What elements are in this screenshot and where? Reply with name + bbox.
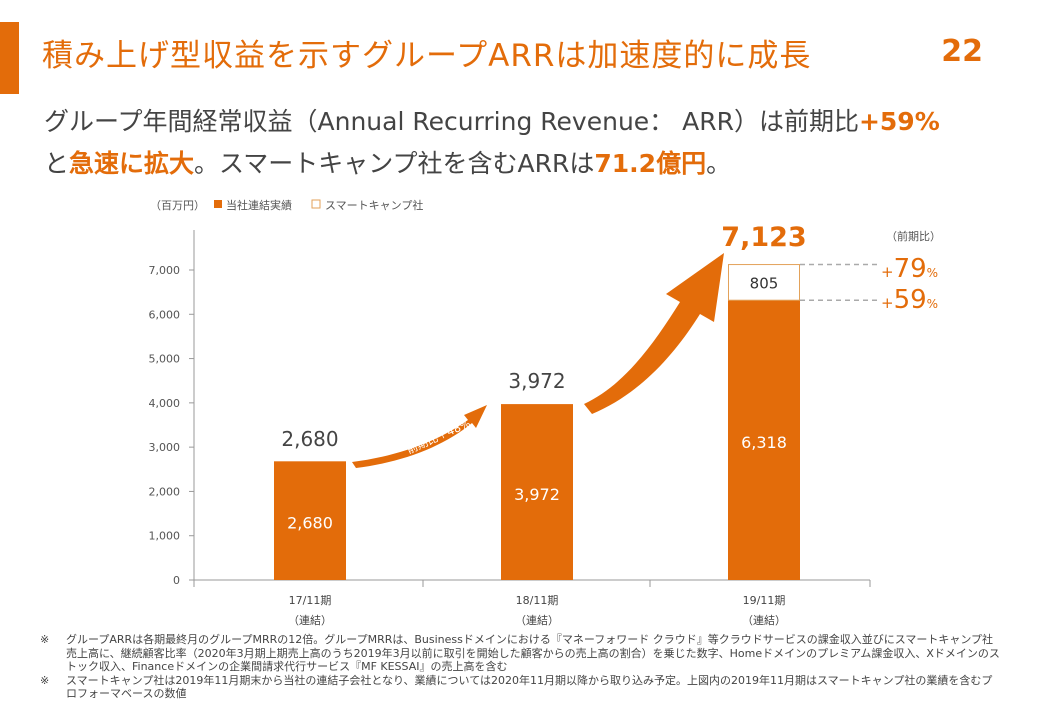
x-tick-sublabel: （連結） — [515, 613, 559, 627]
subtitle-text: と — [44, 149, 70, 178]
total-label: 3,972 — [508, 369, 565, 393]
bar-value-label: 3,972 — [514, 485, 560, 504]
subtitle-line-2: と急速に拡大。スマートキャンプ社を含むARRは71.2億円。 — [44, 143, 940, 185]
footnote-text: スマートキャンプ社は2019年11月期末から当社の連結子会社となり、業績について… — [66, 673, 993, 701]
footnote-mark: ※ — [40, 633, 50, 646]
page-number: 22 — [941, 34, 983, 69]
arr-bar-chart: （百万円） 当社連結実績 スマートキャンプ社 0 1,000 2,000 3,000 4,00… — [149, 198, 942, 627]
yoy-label: +59% — [881, 285, 938, 315]
x-tick-sublabel: （連結） — [288, 613, 332, 627]
bar-value-label: 2,680 — [287, 514, 333, 533]
legend-swatch-consolidated — [214, 200, 222, 208]
bar-consolidated — [501, 404, 573, 580]
legend-label-smartcamp: スマートキャンプ社 — [325, 198, 423, 212]
total-label: 2,680 — [281, 427, 338, 451]
bar-value-label: 6,318 — [741, 433, 787, 452]
y-tick-label: 5,000 — [149, 353, 181, 366]
subtitle-text: 。 — [706, 149, 732, 178]
y-tick-label: 7,000 — [149, 264, 181, 277]
x-tick-sublabel: （連結） — [742, 613, 786, 627]
footnote: ※ グループARRは各期最終月のグループMRRの12倍。グループMRRは、Bus… — [40, 633, 1000, 674]
growth-arrow-label: 前期比＋48% — [404, 416, 472, 457]
bar-consolidated — [728, 300, 800, 580]
yoy-label: +79% — [881, 254, 938, 284]
y-tick-label: 2,000 — [149, 485, 181, 498]
subtitle-text: グループ年間経常収益（Annual Recurring Revenue： ARR… — [44, 107, 859, 136]
x-tick-label: 19/11期 — [743, 594, 786, 607]
subtitle: グループ年間経常収益（Annual Recurring Revenue： ARR… — [44, 101, 940, 185]
footnote: ※ スマートキャンプ社は2019年11月期末から当社の連結子会社となり、業績につ… — [40, 674, 1000, 701]
y-tick-label: 6,000 — [149, 308, 181, 321]
footnote-mark: ※ — [40, 673, 50, 687]
stack-value-label: 805 — [750, 274, 779, 292]
footnotes: ※ グループARRは各期最終月のグループMRRの12倍。グループMRRは、Bus… — [40, 633, 1000, 701]
y-tick-label: 4,000 — [149, 397, 181, 410]
y-unit-label: （百万円） — [150, 199, 205, 212]
x-tick-label: 17/11期 — [289, 594, 332, 607]
subtitle-line-1: グループ年間経常収益（Annual Recurring Revenue： ARR… — [44, 101, 940, 143]
accent-bar — [0, 22, 19, 94]
footnote-text: グループARRは各期最終月のグループMRRの12倍。グループMRRは、Busin… — [66, 633, 1000, 673]
total-label-highlight: 7,123 — [721, 222, 806, 253]
growth-arrow-large — [584, 253, 724, 414]
y-tick-label: 1,000 — [149, 530, 181, 543]
x-tick-label: 18/11期 — [516, 594, 559, 607]
subtitle-highlight-expansion: 急速に拡大 — [69, 149, 195, 178]
legend-swatch-smartcamp — [311, 199, 321, 209]
growth-arrow-small — [352, 405, 487, 468]
legend-label-consolidated: 当社連結実績 — [226, 198, 292, 212]
y-tick-label: 0 — [173, 574, 180, 587]
bar-consolidated — [274, 461, 346, 580]
bar-smartcamp — [728, 264, 800, 301]
subtitle-highlight-arr: 71.2億円 — [594, 149, 707, 178]
subtitle-highlight-growth: +59% — [858, 107, 940, 136]
slide-title: 積み上げ型収益を示すグループARRは加速度的に成長 — [42, 38, 812, 74]
y-tick-label: 3,000 — [149, 441, 181, 454]
subtitle-text: 。スマートキャンプ社を含むARRは — [194, 149, 595, 178]
yoy-header: （前期比） — [886, 229, 941, 243]
